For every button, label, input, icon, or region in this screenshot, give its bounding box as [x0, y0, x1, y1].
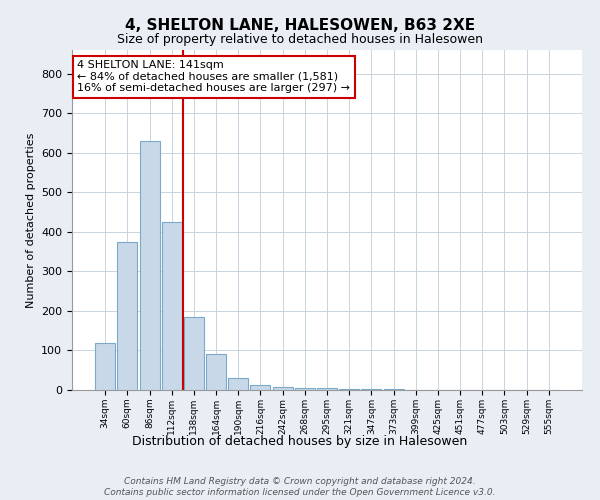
Bar [250, 386, 271, 390]
Text: Contains HM Land Registry data © Crown copyright and database right 2024.
Contai: Contains HM Land Registry data © Crown c… [104, 478, 496, 497]
Text: 4, SHELTON LANE, HALESOWEN, B63 2XE: 4, SHELTON LANE, HALESOWEN, B63 2XE [125, 18, 475, 32]
Bar [140, 141, 160, 390]
Y-axis label: Number of detached properties: Number of detached properties [26, 132, 35, 308]
Bar [295, 388, 315, 390]
Bar [184, 317, 204, 390]
Bar [162, 222, 182, 390]
Bar [361, 389, 382, 390]
Bar [228, 378, 248, 390]
Text: Distribution of detached houses by size in Halesowen: Distribution of detached houses by size … [133, 435, 467, 448]
Bar [339, 389, 359, 390]
Bar [272, 387, 293, 390]
Bar [206, 354, 226, 390]
Bar [317, 388, 337, 390]
Text: Size of property relative to detached houses in Halesowen: Size of property relative to detached ho… [117, 32, 483, 46]
Bar [95, 342, 115, 390]
Bar [118, 242, 137, 390]
Text: 4 SHELTON LANE: 141sqm
← 84% of detached houses are smaller (1,581)
16% of semi-: 4 SHELTON LANE: 141sqm ← 84% of detached… [77, 60, 350, 94]
Bar [383, 389, 404, 390]
